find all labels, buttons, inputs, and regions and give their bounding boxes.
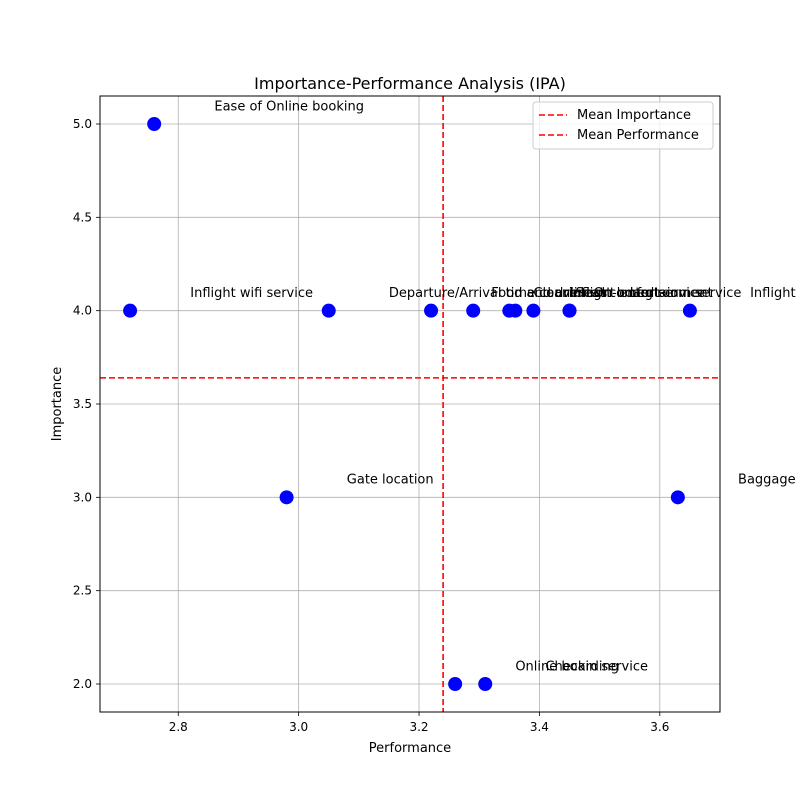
point-annotation: Inflight service (750, 286, 800, 301)
data-point (682, 303, 697, 318)
y-tick-label: 4.0 (73, 304, 92, 318)
data-points (123, 117, 697, 691)
point-annotation: Inflight entertainment (570, 286, 713, 301)
data-point (508, 303, 523, 318)
point-annotation: Checkin service (545, 659, 648, 674)
y-axis-ticks: 2.0 2.5 3.0 3.5 4.0 4.5 5.0 (73, 117, 100, 691)
y-tick-label: 3.5 (73, 397, 92, 411)
grid-lines (100, 96, 720, 712)
chart-title: Importance-Performance Analysis (IPA) (254, 74, 566, 93)
y-tick-label: 5.0 (73, 117, 92, 131)
x-tick-label: 3.6 (650, 720, 669, 734)
legend-box (532, 101, 714, 150)
data-point (670, 490, 685, 505)
x-tick-label: 2.8 (169, 720, 188, 734)
data-point (424, 303, 439, 318)
data-point (466, 303, 481, 318)
data-point (526, 303, 541, 318)
y-tick-label: 2.5 (73, 584, 92, 598)
point-annotation: Food and drink (491, 286, 588, 301)
legend: Mean Importance Mean Performance (532, 101, 714, 150)
data-point (147, 117, 162, 131)
x-tick-label: 3.4 (530, 720, 549, 734)
point-annotation: Leg room service (630, 286, 742, 301)
point-annotation: Cleanliness (533, 286, 607, 301)
point-annotation: Inflight wifi service (190, 286, 313, 301)
data-point (448, 677, 463, 691)
point-annotation: On-board service (594, 286, 705, 301)
x-axis-ticks: 2.8 3.0 3.2 3.4 3.6 (169, 712, 669, 734)
point-annotation: Ease of Online booking (214, 99, 364, 114)
mean-lines (100, 96, 720, 712)
data-point (279, 490, 294, 505)
y-axis-label: Importance (50, 367, 65, 442)
legend-mean-importance-label: Mean Importance (577, 108, 691, 123)
x-tick-label: 3.2 (409, 720, 428, 734)
y-tick-label: 3.0 (73, 490, 92, 504)
y-tick-label: 4.5 (73, 210, 92, 224)
point-annotation: Seat comfort (576, 286, 660, 301)
point-annotation: Gate location (347, 473, 434, 488)
point-annotation: Baggage handling (738, 473, 800, 488)
x-axis-label: Performance (369, 741, 451, 756)
legend-mean-performance-label: Mean Performance (577, 128, 699, 143)
x-tick-label: 3.0 (289, 720, 308, 734)
data-point (562, 303, 577, 318)
point-annotation: Departure/Arrival time convenient (389, 286, 611, 301)
data-point (123, 303, 138, 318)
point-annotations: Ease of Online booking Inflight wifi serv… (190, 99, 800, 674)
point-annotation: Online boarding (515, 659, 619, 674)
data-point (478, 677, 493, 691)
y-tick-label: 2.0 (73, 677, 92, 691)
data-point (321, 303, 336, 318)
